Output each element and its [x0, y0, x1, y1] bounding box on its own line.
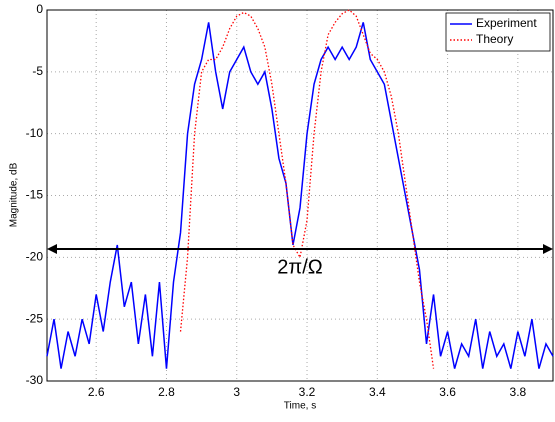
y-tick-label: -15 [26, 188, 44, 202]
y-tick-label: -30 [26, 373, 44, 387]
legend-label: Theory [476, 32, 513, 46]
x-tick-label: 3.6 [439, 385, 456, 399]
y-tick-label: -10 [26, 126, 44, 140]
y-axis-label: Magnitude, dB [9, 162, 20, 227]
y-tick-label: -20 [26, 250, 44, 264]
plot-frame [46, 9, 554, 382]
x-tick-label: 2.6 [88, 385, 105, 399]
legend-box [445, 12, 551, 52]
y-tick-label: -25 [26, 311, 44, 325]
x-axis-label: Time, s [284, 401, 316, 412]
x-tick-label: 3.8 [510, 385, 527, 399]
x-tick-label: 3.2 [299, 385, 316, 399]
arrow-head [543, 244, 553, 254]
arrow-head [47, 244, 57, 254]
legend-label: Experiment [476, 16, 537, 30]
series-line [46, 22, 554, 369]
y-tick-label: -5 [32, 64, 43, 78]
x-tick-label: 2.8 [158, 385, 175, 399]
y-tick-label: 0 [36, 2, 43, 16]
annotation: 2π/Ω [277, 256, 322, 278]
x-tick-label: 3 [233, 385, 240, 399]
x-tick-label: 3.4 [369, 385, 386, 399]
